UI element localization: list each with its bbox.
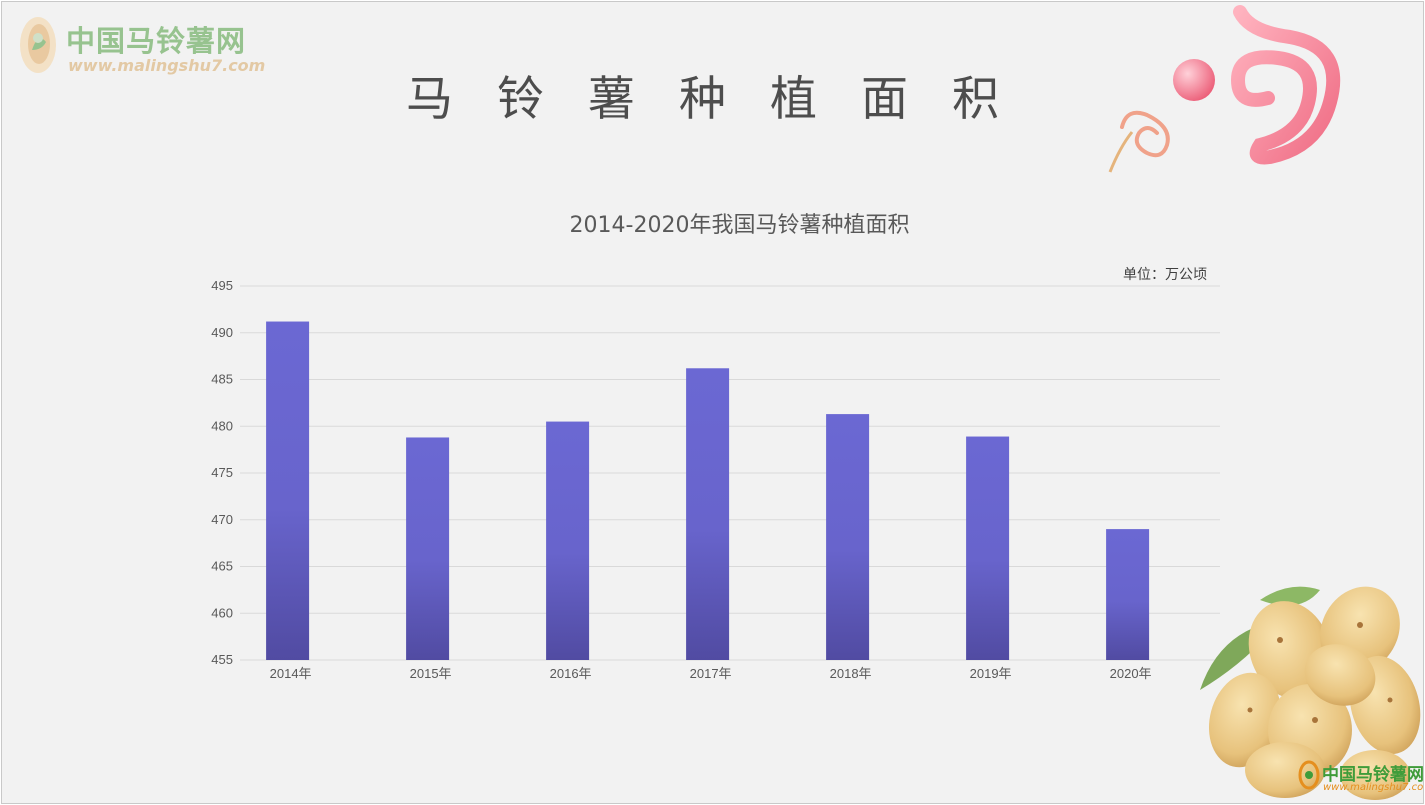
corner-logo-icon: [1298, 760, 1320, 790]
x-tick-label: 2019年: [970, 666, 1012, 681]
y-axis-ticks: 455 460 465 470 475 480 485 490 495: [211, 278, 233, 667]
logo-url: www.malingshu7.com: [68, 56, 266, 75]
corner-logo-name: 中国马铃薯网: [1322, 765, 1424, 785]
potato-illustration: [1200, 586, 1421, 800]
page-title: 马铃薯种植面积: [406, 72, 1043, 127]
gridlines: [240, 285, 1220, 661]
chart-title: 2014-2020年我国马铃薯种植面积: [569, 213, 910, 238]
logo-potato-icon: [20, 17, 56, 73]
bar-2020年: [1106, 529, 1150, 660]
x-tick-label: 2018年: [830, 666, 872, 681]
x-tick-label: 2017年: [690, 666, 732, 681]
bar-2014年: [266, 321, 310, 660]
y-tick-label: 480: [211, 418, 233, 433]
x-tick-label: 2016年: [550, 666, 592, 681]
y-tick-label: 495: [211, 278, 233, 293]
corner-logo-url: www.malingshu7.com: [1323, 782, 1424, 793]
bar-2017年: [686, 368, 730, 660]
y-tick-label: 470: [211, 512, 233, 527]
y-tick-label: 460: [211, 605, 233, 620]
x-tick-label: 2015年: [410, 666, 452, 681]
bar-2016年: [546, 421, 590, 660]
y-tick-label: 455: [211, 652, 233, 667]
x-tick-label: 2020年: [1110, 666, 1152, 681]
site-logo[interactable]: 中国马铃薯网 www.malingshu7.com: [18, 14, 265, 78]
x-tick-label: 2014年: [270, 666, 312, 681]
bar-2018年: [826, 414, 870, 660]
y-tick-label: 475: [211, 465, 233, 480]
bar-2019年: [966, 436, 1010, 660]
decorative-ribbon-graphic: [1108, 5, 1341, 173]
unit-label: 单位：万公顷: [1123, 267, 1207, 283]
y-tick-label: 485: [211, 372, 233, 387]
x-axis-ticks: 2014年 2015年 2016年 2017年 2018年 2019年 2020年: [270, 666, 1152, 681]
logo-name: 中国马铃薯网: [66, 24, 247, 58]
bars: [266, 321, 1150, 660]
y-tick-label: 490: [211, 325, 233, 340]
bar-2015年: [406, 437, 450, 660]
y-tick-label: 465: [211, 559, 233, 574]
